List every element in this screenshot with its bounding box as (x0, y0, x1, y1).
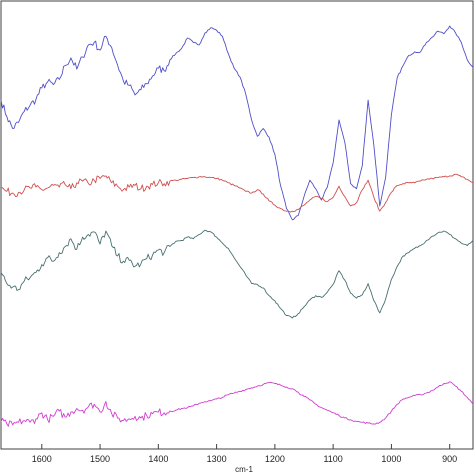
x-tick-label-1400: 1400 (148, 454, 168, 464)
x-tick-label-1300: 1300 (207, 454, 227, 464)
spectrum-line-4 (0, 381, 474, 427)
x-tick-label-1600: 1600 (32, 454, 52, 464)
x-tick-label-1100: 1100 (323, 454, 342, 464)
x-tick-label-900: 900 (442, 454, 457, 464)
spectrum-line-2 (0, 173, 474, 213)
spectrum-line-1 (0, 25, 474, 221)
x-tick-label-1000: 1000 (381, 454, 401, 464)
x-tick-label-1500: 1500 (90, 454, 110, 464)
x-axis-unit-label: cm-1 (235, 465, 253, 474)
x-axis: 1600 1500 1400 1300 1200 1100 1000 900 (32, 444, 457, 464)
series-layer (0, 25, 474, 427)
spectrum-line-3 (0, 229, 474, 319)
x-tick-label-1200: 1200 (265, 454, 285, 464)
plot-frame (0, 0, 474, 450)
